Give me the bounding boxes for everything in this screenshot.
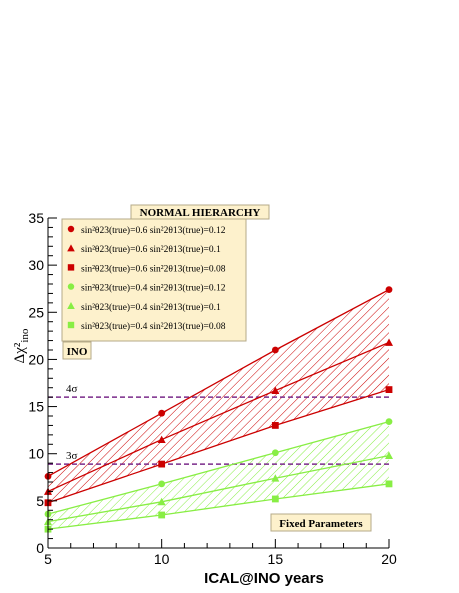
legend-box	[61, 218, 247, 342]
series-layer	[44, 286, 393, 533]
data-point-s5-4	[385, 451, 393, 459]
y-tick-label: 15	[28, 399, 44, 415]
y-axis-label-main: Δχ²	[12, 342, 28, 363]
data-point-s6-4	[385, 480, 393, 488]
ino-box	[62, 341, 92, 360]
data-point-s1-2	[158, 409, 166, 417]
y-tick-label: 35	[28, 210, 44, 226]
y-axis-label-sub: ino	[19, 328, 31, 343]
data-point-s6-3	[271, 495, 279, 503]
hatched-band-1	[48, 289, 389, 503]
series-line-1	[47, 289, 390, 477]
series-line-3	[47, 388, 390, 504]
series-line-2	[47, 341, 390, 493]
legend-marker-4	[67, 283, 75, 290]
x-tick-label: 5	[44, 551, 52, 567]
y-tick-label: 10	[28, 446, 44, 462]
legend-label-3: sin²θ23(true)=0.6 sin²2θ13(true)=0.08	[81, 263, 226, 274]
x-tick-label: 15	[268, 551, 284, 567]
data-point-s2-4	[385, 338, 393, 346]
data-point-s2-2	[157, 435, 166, 443]
data-point-s5-2	[157, 497, 166, 506]
x-tick-label: 10	[154, 551, 170, 567]
legend-label-4: sin²θ23(true)=0.4 sin²2θ13(true)=0.12	[81, 283, 226, 294]
y-tick-label: 5	[36, 493, 44, 509]
legend-marker-1	[67, 225, 75, 233]
legend-marker-6	[67, 321, 75, 329]
data-point-s3-3	[271, 422, 279, 429]
legend-marker-3	[67, 264, 75, 271]
x-axis-label: ICAL@INO years	[204, 570, 324, 587]
legend: sin²θ23(true)=0.6 sin²2θ13(true)=0.12 sin…	[67, 225, 226, 332]
y-axis-label: Δχ²ino	[12, 328, 31, 363]
series-line-4	[47, 421, 390, 515]
reference-line-label-1: 4σ	[66, 383, 78, 395]
data-point-s2-3	[271, 386, 280, 394]
fixed-params-label: Fixed Parameters	[279, 518, 363, 530]
fixed-params-box	[270, 513, 372, 532]
y-axis-label-group: Δχ²ino	[12, 328, 31, 363]
legend-label-6: sin²θ23(true)=0.4 sin²2θ13(true)=0.08	[81, 321, 226, 332]
data-point-s3-4	[385, 386, 393, 393]
legend-marker-2	[67, 244, 75, 252]
data-point-s5-3	[271, 474, 280, 482]
chart-title: NORMAL HIERARCHY	[140, 207, 261, 219]
data-point-s3-2	[158, 460, 166, 468]
legend-label-1: sin²θ23(true)=0.6 sin²2θ13(true)=0.12	[81, 225, 226, 236]
data-point-s6-2	[158, 511, 166, 519]
data-point-s4-2	[158, 480, 166, 488]
y-tick-label: 25	[28, 304, 44, 320]
data-point-s1-4	[385, 286, 393, 294]
legend-marker-5	[67, 302, 75, 310]
y-tick-label: 20	[28, 351, 44, 367]
ino-label: INO	[67, 346, 88, 358]
y-tick-label: 0	[36, 540, 44, 556]
data-point-s4-4	[385, 418, 393, 426]
x-tick-label: 20	[381, 551, 397, 567]
reference-lines-layer: 4σ 3σ	[48, 383, 389, 465]
data-point-s4-3	[271, 449, 279, 457]
bands-layer	[48, 289, 389, 530]
legend-label-2: sin²θ23(true)=0.6 sin²2θ13(true)=0.1	[81, 244, 221, 255]
series-line-5	[47, 454, 390, 523]
data-point-s1-3	[271, 346, 279, 354]
reference-line-label-2: 3σ	[66, 450, 78, 462]
series-line-6	[47, 483, 390, 530]
hatched-band-2	[48, 421, 389, 530]
legend-label-5: sin²θ23(true)=0.4 sin²2θ13(true)=0.1	[81, 302, 221, 313]
y-tick-label: 30	[28, 257, 44, 273]
